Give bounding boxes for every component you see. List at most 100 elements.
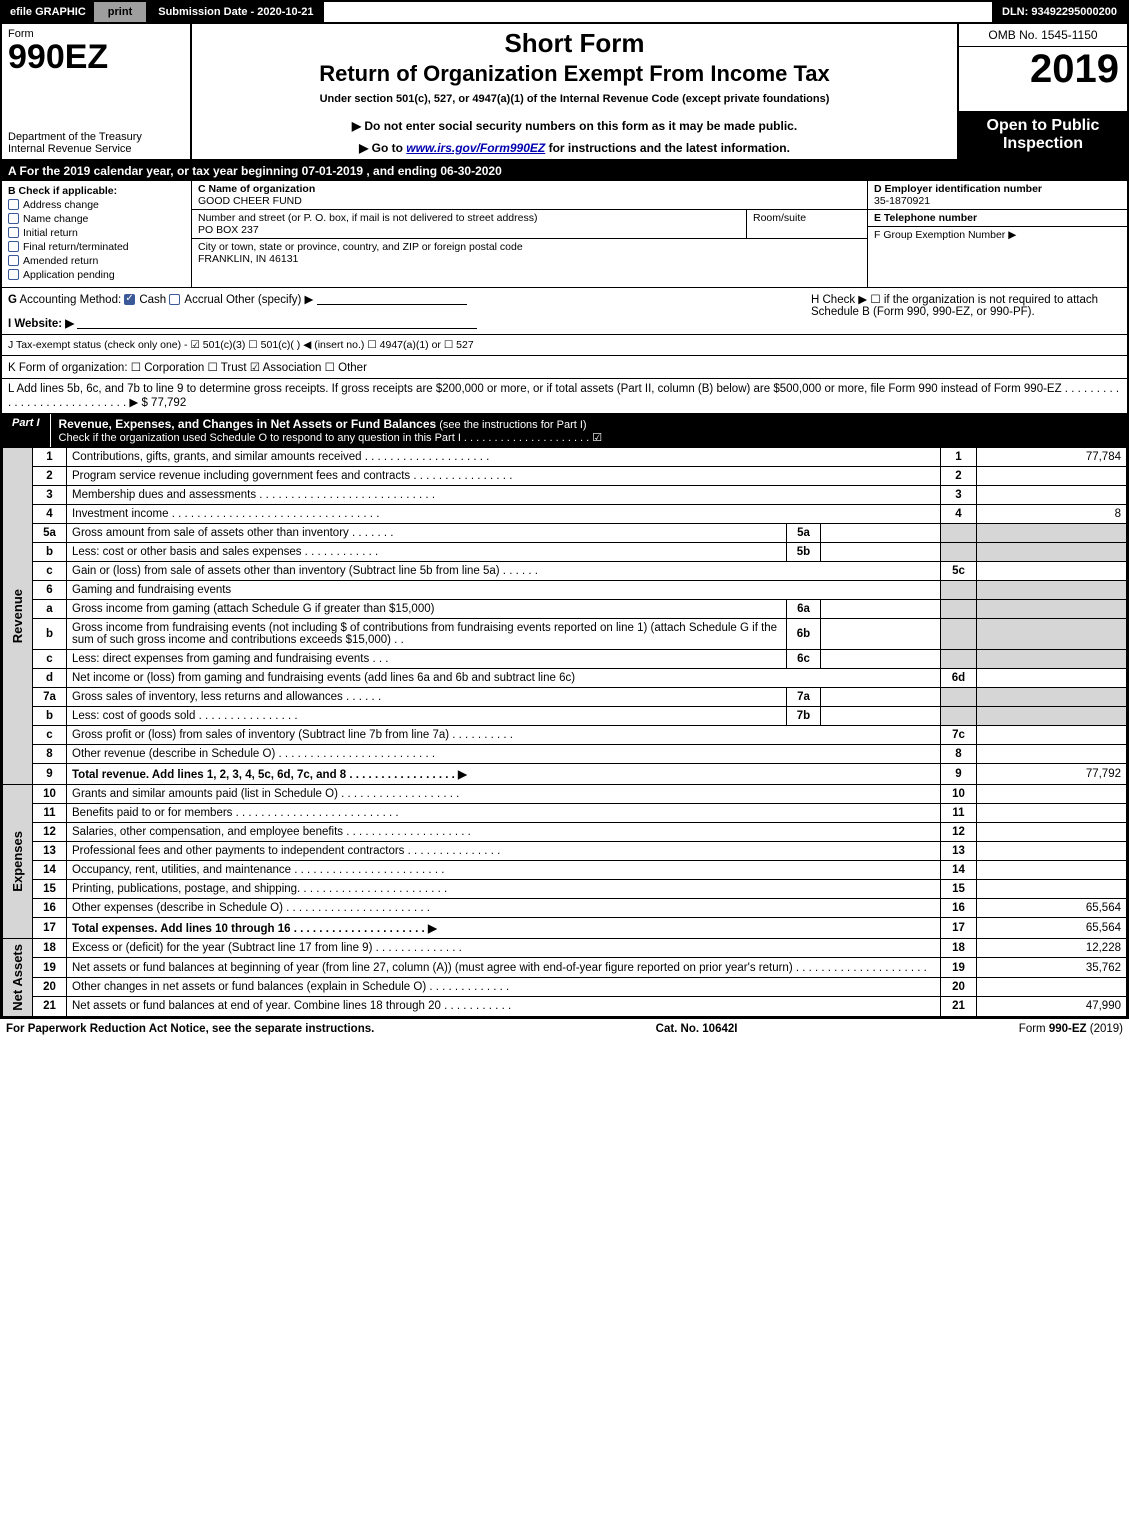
form-header: Form 990EZ Department of the Treasury In… bbox=[2, 24, 1127, 161]
chk-amended-return[interactable]: Amended return bbox=[8, 255, 185, 267]
chk-application-pending[interactable]: Application pending bbox=[8, 269, 185, 281]
subtitle: Under section 501(c), 527, or 4947(a)(1)… bbox=[200, 93, 949, 105]
row-l: L Add lines 5b, 6c, and 7b to line 9 to … bbox=[2, 379, 1127, 414]
omb-number: OMB No. 1545-1150 bbox=[959, 24, 1127, 47]
netassets-side-label: Net Assets bbox=[3, 939, 33, 1017]
table-row: 6 Gaming and fundraising events bbox=[3, 581, 1127, 600]
chk-final-return[interactable]: Final return/terminated bbox=[8, 241, 185, 253]
phone-label: E Telephone number bbox=[874, 212, 1121, 224]
irs-link[interactable]: www.irs.gov/Form990EZ bbox=[406, 141, 545, 155]
submission-date: Submission Date - 2020-10-21 bbox=[148, 2, 323, 22]
address-row: Number and street (or P. O. box, if mail… bbox=[192, 210, 867, 239]
part1-label: Part I bbox=[2, 414, 51, 447]
table-row: a Gross income from gaming (attach Sched… bbox=[3, 600, 1127, 619]
ein-value: 35-1870921 bbox=[874, 195, 1121, 207]
box-c: C Name of organization GOOD CHEER FUND N… bbox=[192, 181, 867, 287]
ein-label: D Employer identification number bbox=[874, 183, 1121, 195]
box-b-label: B Check if applicable: bbox=[8, 185, 185, 197]
org-name: GOOD CHEER FUND bbox=[198, 195, 861, 207]
table-row: 2 Program service revenue including gove… bbox=[3, 467, 1127, 486]
row-i-label: I Website: ▶ bbox=[8, 318, 74, 330]
table-row: 12 Salaries, other compensation, and emp… bbox=[3, 823, 1127, 842]
table-row: b Less: cost or other basis and sales ex… bbox=[3, 543, 1127, 562]
table-row: c Gain or (loss) from sale of assets oth… bbox=[3, 562, 1127, 581]
table-row: 21 Net assets or fund balances at end of… bbox=[3, 997, 1127, 1016]
city-label: City or town, state or province, country… bbox=[198, 241, 861, 253]
city-value: FRANKLIN, IN 46131 bbox=[198, 253, 861, 265]
form-container: efile GRAPHIC print Submission Date - 20… bbox=[0, 0, 1129, 1019]
line-desc: Contributions, gifts, grants, and simila… bbox=[67, 448, 941, 467]
footer-cat: Cat. No. 10642I bbox=[656, 1023, 738, 1035]
table-row: 15 Printing, publications, postage, and … bbox=[3, 880, 1127, 899]
table-row: Expenses 10 Grants and similar amounts p… bbox=[3, 785, 1127, 804]
dept-line2: Internal Revenue Service bbox=[8, 143, 184, 155]
lines-table: Revenue 1 Contributions, gifts, grants, … bbox=[2, 447, 1127, 1017]
website-field[interactable] bbox=[77, 317, 477, 329]
checkbox-icon bbox=[8, 255, 19, 266]
box-b: B Check if applicable: Address change Na… bbox=[2, 181, 192, 287]
line-amt: 77,784 bbox=[977, 448, 1127, 467]
table-row: 20 Other changes in net assets or fund b… bbox=[3, 977, 1127, 996]
revenue-side-label: Revenue bbox=[3, 448, 33, 785]
top-bar: efile GRAPHIC print Submission Date - 20… bbox=[2, 2, 1127, 24]
city-cell: City or town, state or province, country… bbox=[192, 239, 867, 267]
footer-left: For Paperwork Reduction Act Notice, see … bbox=[6, 1023, 374, 1035]
table-row: 8 Other revenue (describe in Schedule O)… bbox=[3, 745, 1127, 764]
note-goto: ▶ Go to www.irs.gov/Form990EZ for instru… bbox=[200, 141, 949, 155]
row-h: H Check ▶ ☐ if the organization is not r… bbox=[801, 292, 1121, 330]
row-a-taxyear: A For the 2019 calendar year, or tax yea… bbox=[2, 161, 1127, 181]
footer-form-no: 990-EZ bbox=[1049, 1023, 1087, 1035]
print-button[interactable]: print bbox=[94, 2, 148, 22]
header-right: OMB No. 1545-1150 2019 Open to Public In… bbox=[957, 24, 1127, 159]
part1-title-text: Revenue, Expenses, and Changes in Net As… bbox=[59, 417, 437, 431]
table-row: 11 Benefits paid to or for members . . .… bbox=[3, 804, 1127, 823]
short-form-title: Short Form bbox=[200, 28, 949, 59]
table-row: c Gross profit or (loss) from sales of i… bbox=[3, 726, 1127, 745]
table-row: 3 Membership dues and assessments . . . … bbox=[3, 486, 1127, 505]
checkbox-icon bbox=[8, 269, 19, 280]
note2-pre: ▶ Go to bbox=[359, 141, 406, 155]
box-d: D Employer identification number 35-1870… bbox=[868, 181, 1127, 210]
table-row: 19 Net assets or fund balances at beginn… bbox=[3, 958, 1127, 977]
checkbox-icon bbox=[8, 227, 19, 238]
meta-section: B Check if applicable: Address change Na… bbox=[2, 181, 1127, 288]
group-exemption-label: F Group Exemption Number ▶ bbox=[874, 229, 1121, 241]
dept-line1: Department of the Treasury bbox=[8, 131, 184, 143]
table-row: Net Assets 18 Excess or (deficit) for th… bbox=[3, 939, 1127, 958]
room-label: Room/suite bbox=[753, 212, 861, 224]
dln-label: DLN: 93492295000200 bbox=[992, 2, 1127, 22]
table-row: 4 Investment income . . . . . . . . . . … bbox=[3, 505, 1127, 524]
topbar-spacer bbox=[324, 2, 992, 22]
row-j: J Tax-exempt status (check only one) - ☑… bbox=[2, 335, 1127, 356]
checkbox-icon bbox=[8, 241, 19, 252]
efile-label: efile GRAPHIC bbox=[2, 2, 94, 22]
row-g: G Accounting Method: Cash Accrual Other … bbox=[8, 292, 801, 330]
row-gh: G Accounting Method: Cash Accrual Other … bbox=[2, 288, 1127, 335]
other-specify-field[interactable] bbox=[317, 293, 467, 305]
row-k: K Form of organization: ☐ Corporation ☐ … bbox=[2, 356, 1127, 379]
footer-right: Form 990-EZ (2019) bbox=[1019, 1023, 1123, 1035]
chk-name-change[interactable]: Name change bbox=[8, 213, 185, 225]
table-row: b Less: cost of goods sold . . . . . . .… bbox=[3, 707, 1127, 726]
line-no: 1 bbox=[33, 448, 67, 467]
table-row: c Less: direct expenses from gaming and … bbox=[3, 650, 1127, 669]
line-num: 1 bbox=[941, 448, 977, 467]
chk-address-change[interactable]: Address change bbox=[8, 199, 185, 211]
addr-label: Number and street (or P. O. box, if mail… bbox=[198, 212, 740, 224]
table-row: 13 Professional fees and other payments … bbox=[3, 842, 1127, 861]
table-row: d Net income or (loss) from gaming and f… bbox=[3, 669, 1127, 688]
table-row: Revenue 1 Contributions, gifts, grants, … bbox=[3, 448, 1127, 467]
tax-year: 2019 bbox=[959, 47, 1127, 91]
checkbox-icon bbox=[169, 294, 180, 305]
address-cell: Number and street (or P. O. box, if mail… bbox=[192, 210, 747, 238]
table-row: 17 Total expenses. Add lines 10 through … bbox=[3, 918, 1127, 939]
room-cell: Room/suite bbox=[747, 210, 867, 238]
part1-bar: Part I Revenue, Expenses, and Changes in… bbox=[2, 414, 1127, 447]
part1-check: Check if the organization used Schedule … bbox=[59, 431, 1119, 444]
chk-initial-return[interactable]: Initial return bbox=[8, 227, 185, 239]
table-row: 14 Occupancy, rent, utilities, and maint… bbox=[3, 861, 1127, 880]
checkbox-icon bbox=[8, 199, 19, 210]
department-label: Department of the Treasury Internal Reve… bbox=[8, 131, 184, 155]
table-row: 9 Total revenue. Add lines 1, 2, 3, 4, 5… bbox=[3, 764, 1127, 785]
note2-post: for instructions and the latest informat… bbox=[545, 141, 790, 155]
